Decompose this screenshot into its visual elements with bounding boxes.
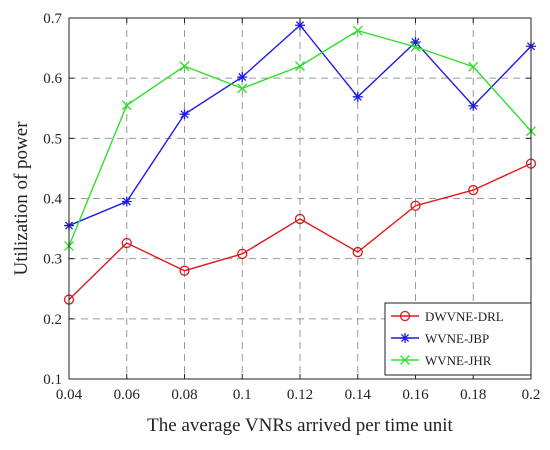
x-axis-ticks: 0.04 0.06 0.08 0.1 0.12 0.14 0.16 0.18 0.2: [56, 18, 541, 403]
y-tick-label: 0.3: [43, 252, 62, 268]
data-point-x: [468, 61, 479, 72]
y-tick-label: 0.4: [43, 192, 62, 208]
legend-label: DWVNE-DRL: [425, 309, 504, 324]
data-point-asterisk: [121, 196, 132, 207]
data-point-x: [295, 61, 305, 72]
x-tick-label: 0.16: [402, 387, 429, 403]
data-point-x: [410, 41, 421, 52]
data-point-asterisk: [295, 20, 305, 31]
x-tick-label: 0.12: [287, 387, 313, 403]
data-point-asterisk: [410, 37, 421, 48]
data-point-circle: [179, 265, 190, 276]
data-point-circle: [121, 237, 132, 249]
legend-item: DWVNE-DRL: [391, 309, 504, 324]
data-point-x: [121, 100, 132, 111]
x-tick-label: 0.08: [171, 387, 197, 403]
y-axis-title: Utilization of power: [11, 121, 32, 276]
data-point-circle: [352, 246, 363, 258]
x-tick-label: 0.1: [233, 387, 252, 403]
data-point-asterisk: [400, 333, 410, 343]
legend: DWVNE-DRL WVNE-JBP WVNE-JHR: [384, 302, 532, 376]
data-point-circle: [410, 200, 421, 211]
data-point-x: [352, 25, 363, 36]
data-point-asterisk: [352, 91, 363, 102]
data-point-circle: [294, 213, 306, 225]
data-point-asterisk: [179, 109, 190, 120]
x-axis-title: The average VNRs arrived per time unit: [147, 415, 453, 436]
legend-label: WVNE-JHR: [425, 353, 492, 368]
data-point-circle: [237, 248, 248, 260]
data-point-x: [237, 83, 248, 94]
data-point-asterisk: [468, 100, 479, 111]
x-tick-label: 0.18: [460, 387, 486, 403]
y-tick-label: 0.6: [43, 71, 62, 87]
data-point-x: [179, 61, 190, 72]
data-point-circle: [399, 310, 411, 322]
legend-item: WVNE-JBP: [391, 331, 489, 346]
x-tick-label: 0.14: [345, 387, 372, 403]
x-tick-label: 0.06: [114, 387, 141, 403]
data-point-x: [400, 355, 410, 365]
y-tick-label: 0.2: [43, 312, 62, 328]
series-wvne-jhr: [64, 25, 536, 251]
x-tick-label: 0.2: [522, 387, 541, 403]
y-tick-label: 0.1: [43, 372, 62, 388]
y-axis-ticks: 0.1 0.2 0.3 0.4 0.5 0.6 0.7: [43, 11, 531, 388]
data-point-asterisk: [237, 71, 248, 82]
x-tick-label: 0.04: [56, 387, 83, 403]
y-tick-label: 0.7: [43, 11, 62, 27]
legend-item: WVNE-JHR: [391, 353, 492, 368]
legend-label: WVNE-JBP: [425, 331, 489, 346]
data-point-circle: [468, 184, 479, 196]
y-tick-label: 0.5: [43, 131, 62, 147]
series-line: [68, 162, 532, 301]
